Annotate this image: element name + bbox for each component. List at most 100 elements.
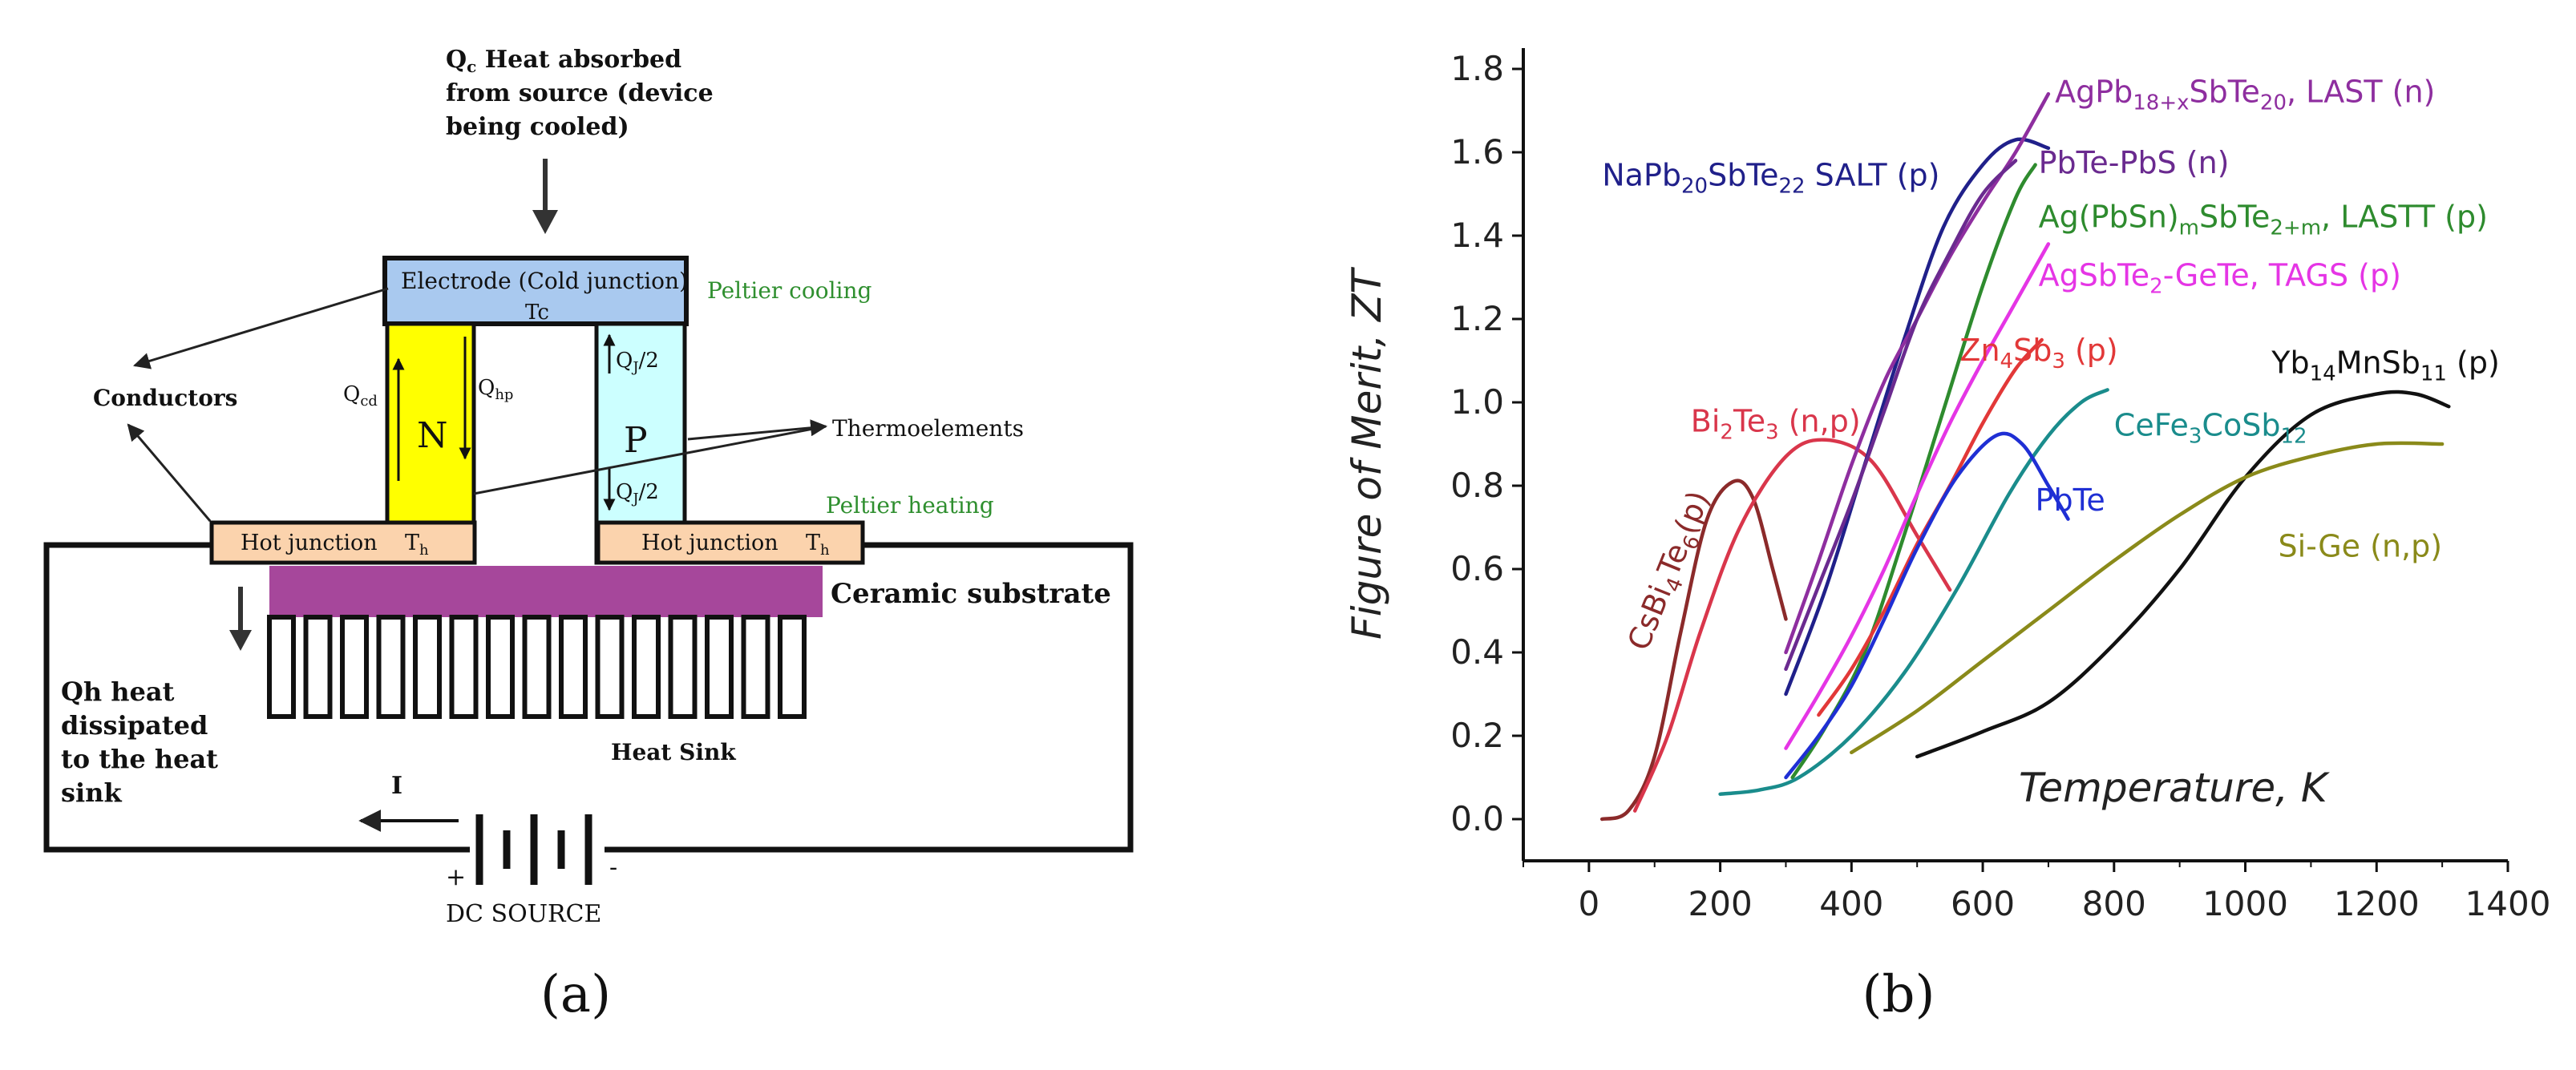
heat-sink-fin (741, 615, 770, 719)
series-label: CeFe3CoSb12 (2114, 408, 2307, 449)
y-tick-label: 0.4 (1450, 632, 1504, 672)
series-line (1784, 242, 2051, 750)
heat-sink-fin (705, 615, 734, 719)
heat-sink-fin (413, 615, 442, 719)
heat-sink (267, 615, 807, 719)
x-tick-label: 400 (1819, 884, 1883, 923)
qc-heat-arrow (532, 159, 558, 234)
peltier-heating-label: Peltier heating (826, 492, 994, 519)
y-axis-title: Figure of Merit, ZT (1344, 267, 1390, 640)
current-label: I (391, 772, 402, 800)
series-label: Ag(PbSn)mSbTe2+m, LASTT (p) (2039, 200, 2488, 240)
thermoelements-label: Thermoelements (832, 415, 1024, 442)
series-line (1784, 431, 2070, 780)
heat-sink-fin (486, 615, 515, 719)
y-tick-label: 0.6 (1450, 549, 1504, 588)
cold-junction-electrode (382, 256, 689, 326)
battery-plus: + (446, 863, 466, 891)
series-lines (1599, 91, 2451, 822)
heat-sink-fin (267, 615, 296, 719)
hot-junction-left-label: Hot junction Th (241, 531, 429, 559)
peltier-cooling-label: Peltier cooling (707, 277, 872, 304)
qcd-label: Qcd (343, 382, 378, 410)
series-label: NaPb20SbTe22 SALT (p) (1602, 158, 1939, 199)
series-line (1850, 441, 2445, 755)
heat-sink-fin (778, 615, 807, 719)
qhp-label: Qhp (478, 376, 513, 403)
series-label: Yb14MnSb11 (p) (2271, 345, 2500, 386)
series-label: Si-Ge (n,p) (2278, 528, 2442, 563)
qh-heat-arrow (229, 587, 252, 651)
qh-line-4: sink (61, 777, 122, 808)
series-label: Zn4Sb3 (p) (1959, 333, 2117, 373)
series-line (1790, 163, 2037, 780)
ceramic-substrate-label: Ceramic substrate (831, 578, 1111, 610)
y-axis-ticks: 0.0 0.2 0.4 0.6 0.8 1.0 1.2 1.4 1.6 1.8 (1450, 49, 1523, 838)
qc-heading: Qc Heat absorbed from source (device bei… (446, 46, 722, 141)
qh-line-1: Qh heat (61, 676, 175, 707)
conductor-arrow-lower (127, 423, 212, 522)
heat-sink-fin (522, 615, 552, 719)
x-axis-title: Temperature, K (2019, 765, 2331, 811)
ceramic-substrate (269, 566, 823, 617)
series-label: AgSbTe2-GeTe, TAGS (p) (2039, 257, 2401, 298)
series-labels: AgPb18+xSbTe20, LAST (n) NaPb20SbTe22 SAL… (1602, 75, 2500, 657)
heat-sink-fin (559, 615, 588, 719)
battery-minus: - (609, 854, 617, 882)
y-tick-label: 1.8 (1450, 49, 1504, 88)
y-tick-label: 0.2 (1450, 716, 1504, 755)
electrode-label: Electrode (Cold junction) (401, 268, 688, 294)
n-label: N (417, 415, 448, 456)
heat-sink-fin (449, 615, 479, 719)
qc-line-2: from source (device (446, 79, 714, 107)
dc-source-label: DC SOURCE (446, 900, 601, 928)
series-line (1784, 159, 2018, 672)
thermoelements-arrow (473, 419, 828, 495)
heat-sink-fin (632, 615, 661, 719)
conductors-label: Conductors (93, 385, 237, 411)
x-axis-ticks: 0 200 400 600 800 1000 1200 1400 (1523, 861, 2550, 923)
y-tick-label: 1.4 (1450, 216, 1504, 255)
qh-line-2: dissipated (61, 710, 208, 741)
qh-line-3: to the heat (61, 744, 218, 774)
p-label: P (624, 420, 648, 461)
series-label: PbTe (2036, 483, 2105, 518)
series-line (1817, 337, 2044, 717)
series-line (1915, 390, 2451, 759)
qh-text: Qh heat dissipated to the heat sink (61, 676, 227, 808)
x-tick-label: 200 (1688, 884, 1753, 923)
heat-sink-fin (668, 615, 698, 719)
x-tick-label: 1200 (2334, 884, 2420, 923)
y-tick-label: 1.0 (1450, 382, 1504, 422)
heat-sink-label: Heat Sink (611, 739, 736, 765)
tc-label: Tc (525, 301, 549, 325)
x-tick-label: 0 (1578, 884, 1599, 923)
series-line (1632, 438, 1952, 813)
series-label: AgPb18+xSbTe20, LAST (n) (2055, 75, 2435, 115)
heat-sink-fin (376, 615, 406, 719)
series-label: PbTe-PbS (n) (2039, 145, 2230, 180)
caption-a: (a) (540, 965, 611, 1024)
y-tick-label: 1.6 (1450, 132, 1504, 172)
heat-sink-fin (595, 615, 625, 719)
qc-line-3: being cooled) (446, 113, 629, 141)
series-line (1784, 137, 2051, 697)
panel-b-zt-chart: 0.0 0.2 0.4 0.6 0.8 1.0 1.2 1.4 1.6 1.8 0 200 400 60… (1344, 48, 2550, 1024)
dc-battery-symbol (470, 810, 592, 890)
x-tick-label: 800 (2082, 884, 2146, 923)
qj-bottom-label: QJ/2 (616, 480, 659, 507)
series-line (1718, 388, 2109, 797)
x-tick-label: 1400 (2465, 884, 2551, 923)
panel-a-peltier-diagram: Qc Heat absorbed from source (device bei… (43, 46, 1134, 1024)
y-tick-label: 0.0 (1450, 799, 1504, 838)
conductor-arrow-upper (132, 287, 389, 369)
y-tick-label: 0.8 (1450, 466, 1504, 505)
hot-junction-right (596, 520, 865, 565)
series-label: CsBi4Te6(p) (1620, 486, 1721, 657)
hot-junction-right-label: Hot junction Th (641, 531, 830, 559)
hot-junction-left (209, 520, 477, 565)
x-tick-label: 1000 (2202, 884, 2288, 923)
circuit-wire (43, 542, 1134, 853)
qc-line-1: Qc Heat absorbed (446, 46, 681, 76)
